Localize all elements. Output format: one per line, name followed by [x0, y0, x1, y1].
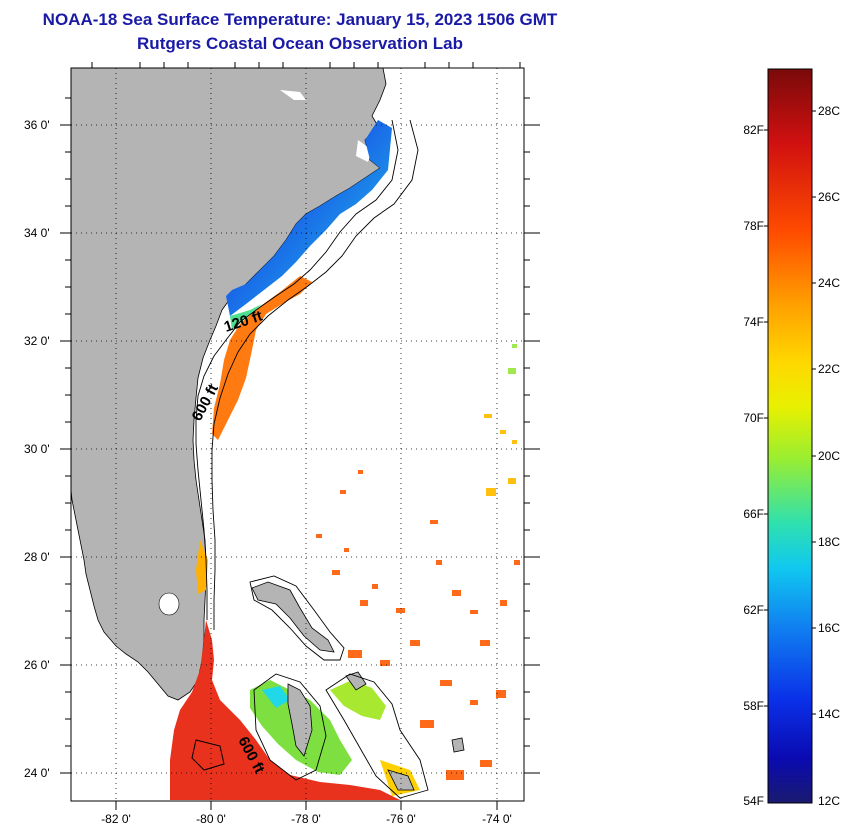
lat-label-30: 30 0' [24, 442, 50, 456]
contour-120ft [195, 119, 399, 620]
colorbar-label-58f: 58F [743, 699, 764, 713]
lon-label-80: -80 0' [196, 812, 226, 826]
contour-exuma [325, 673, 429, 799]
inland-water [280, 90, 306, 100]
lat-label-26: 26 0' [24, 658, 50, 672]
pamlico-sound [356, 140, 372, 162]
land-small-cay [451, 737, 465, 753]
sst-gulf-stream-north [212, 276, 312, 440]
colorbar-label-22c: 22C [818, 362, 841, 376]
sst-cyan-patch [262, 686, 290, 708]
colorbar-label-24c: 24C [818, 276, 841, 290]
colorbar-label-18c: 18C [818, 535, 841, 549]
lat-label-24: 24 0' [24, 766, 50, 780]
axis-ticks [60, 124, 540, 810]
colorbar-label-54f: 54F [743, 794, 764, 808]
sst-cold-shelf-water [226, 120, 392, 316]
lat-label-32: 32 0' [24, 334, 50, 348]
colorbar-label-14c: 14C [818, 707, 841, 721]
land-eleuthera [345, 671, 367, 691]
land-grand-bahama-abaco [251, 581, 335, 653]
map-subtitle: Rutgers Coastal Ocean Observation Lab [137, 34, 463, 53]
graticule [71, 68, 524, 801]
lon-label-74: -74 0' [482, 812, 512, 826]
colorbar-label-70f: 70F [743, 411, 764, 425]
sst-scattered-green [508, 344, 517, 374]
colorbar-label-66f: 66F [743, 507, 764, 521]
contour-600ft [211, 119, 419, 630]
map-title: NOAA-18 Sea Surface Temperature: January… [42, 10, 558, 29]
lat-label-28: 28 0' [24, 550, 50, 564]
lat-label-36: 36 0' [24, 118, 50, 132]
colorbar-scale [767, 68, 813, 804]
land-us-southeast [71, 68, 387, 701]
lon-label-78: -78 0' [291, 812, 321, 826]
sst-exuma-water [330, 680, 386, 720]
sst-scattered-warm-yellow [484, 414, 517, 496]
colorbar-label-74f: 74F [743, 315, 764, 329]
colorbar-ticks [764, 110, 816, 715]
colorbar-label-78f: 78F [743, 219, 764, 233]
colorbar-label-26c: 26C [818, 190, 841, 204]
sst-scattered-pixels [316, 470, 520, 780]
lon-label-76: -76 0' [386, 812, 416, 826]
colorbar-label-28c: 28C [818, 104, 841, 118]
colorbar-label-12c: 12C [818, 794, 841, 808]
contour-600ft-bahamas [249, 575, 345, 661]
colorbar-label-62f: 62F [743, 603, 764, 617]
lon-label-82: -82 0' [101, 812, 131, 826]
sst-florida-strait-warm [170, 620, 400, 800]
colorbar-label-16c: 16C [818, 621, 841, 635]
map-frame [70, 67, 525, 802]
colorbar-label-20c: 20C [818, 449, 841, 463]
lake-okeechobee [158, 592, 180, 616]
contour-andros [253, 673, 327, 781]
contour-florida-keys [191, 739, 225, 771]
sst-east-florida-strip [196, 540, 208, 594]
colorbar-label-82f: 82F [743, 123, 764, 137]
lat-label-34: 34 0' [24, 226, 50, 240]
minor-ticks [65, 62, 530, 747]
